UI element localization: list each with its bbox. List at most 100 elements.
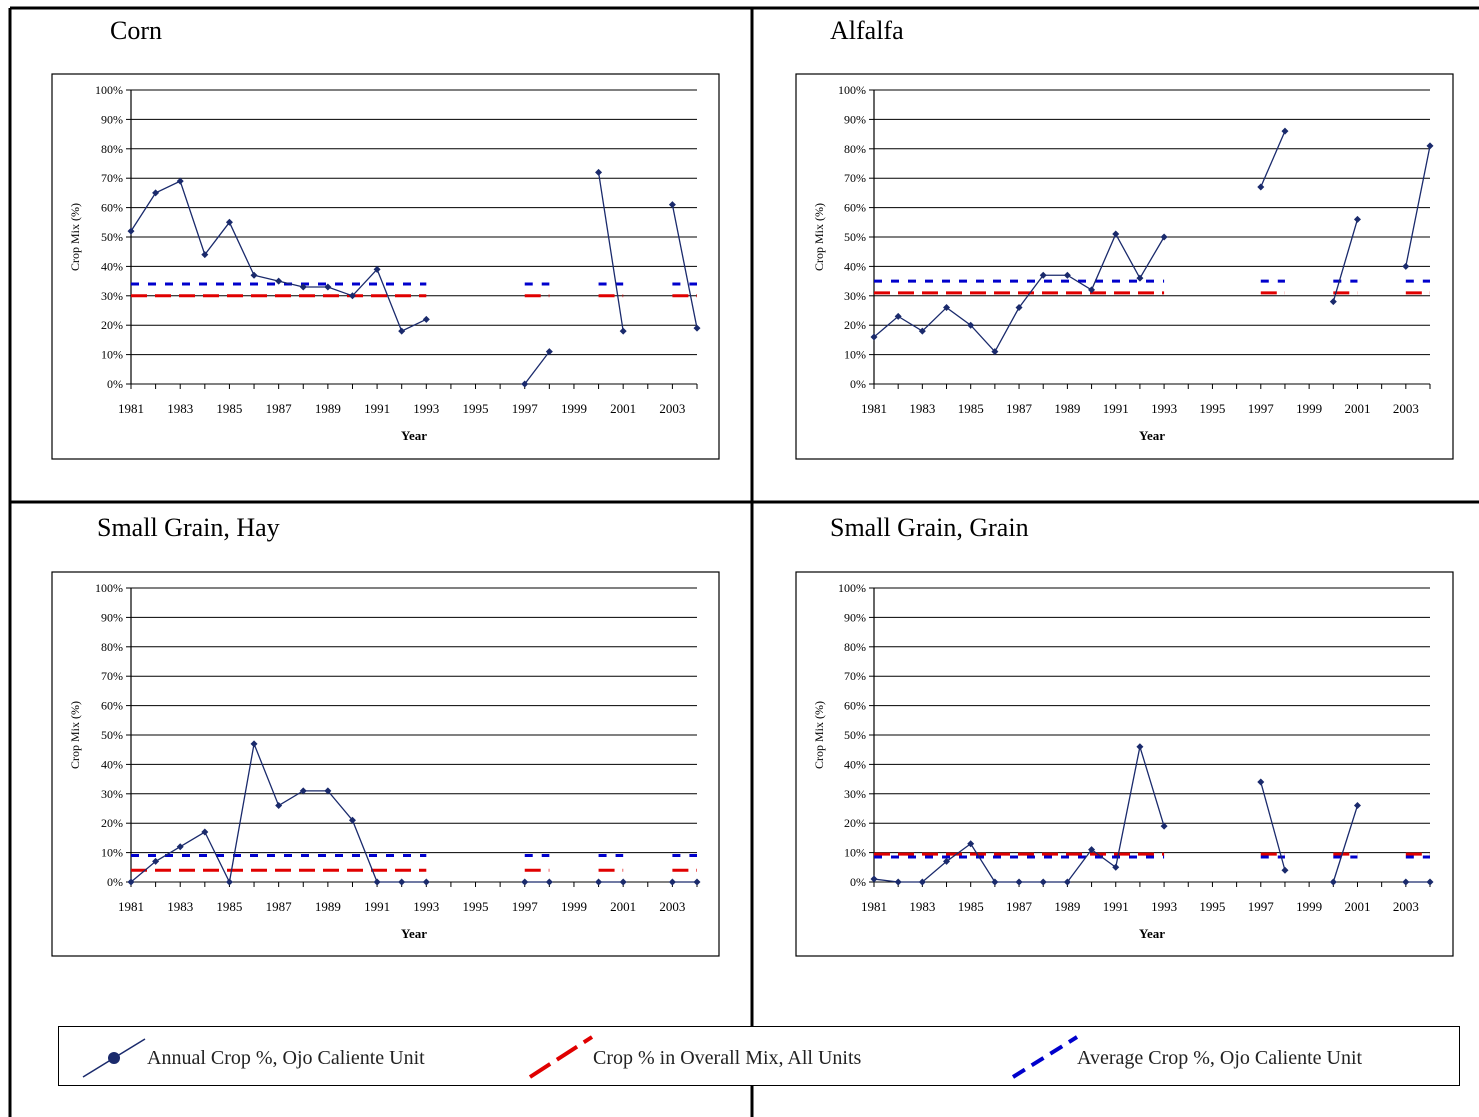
annual-data-point [991, 878, 999, 886]
y-tick-label: 10% [101, 846, 123, 860]
annual-data-point [1039, 271, 1047, 279]
annual-data-point [1015, 304, 1023, 312]
y-axis-label: Crop Mix (%) [812, 203, 826, 271]
annual-series-line [524, 351, 550, 385]
annual-data-point [619, 327, 627, 335]
annual-series-line [1260, 130, 1286, 188]
annual-data-point [943, 857, 951, 865]
x-tick-label: 1987 [266, 401, 293, 416]
x-tick-label: 1999 [561, 899, 587, 914]
x-tick-label: 1995 [463, 401, 489, 416]
x-tick-label: 1997 [1248, 401, 1275, 416]
x-tick-label: 1999 [1296, 401, 1322, 416]
x-axis-label: Year [401, 926, 427, 941]
annual-data-point [250, 740, 258, 748]
annual-data-point [324, 283, 332, 291]
annual-data-point [918, 878, 926, 886]
annual-data-point [422, 315, 430, 323]
annual-data-point [1015, 878, 1023, 886]
annual-data-point [1353, 215, 1361, 223]
annual-data-point [275, 277, 283, 285]
y-tick-label: 70% [101, 669, 123, 683]
y-tick-label: 60% [101, 201, 123, 215]
x-tick-label: 1981 [861, 899, 887, 914]
annual-data-point [348, 292, 356, 300]
y-axis-label: Crop Mix (%) [68, 203, 82, 271]
annual-data-point [422, 878, 430, 886]
x-tick-label: 1983 [167, 401, 193, 416]
y-tick-label: 60% [844, 699, 866, 713]
x-tick-label: 1985 [958, 401, 984, 416]
y-tick-label: 50% [101, 230, 123, 244]
y-tick-label: 70% [844, 171, 866, 185]
x-tick-label: 1991 [1103, 899, 1129, 914]
annual-data-point [668, 878, 676, 886]
annual-data-point [348, 816, 356, 824]
annual-data-point [1136, 743, 1144, 751]
annual-data-point [595, 878, 603, 886]
annual-data-point [127, 878, 135, 886]
annual-data-point [693, 878, 701, 886]
annual-data-point [967, 321, 975, 329]
x-tick-label: 2003 [659, 401, 685, 416]
x-tick-label: 1981 [118, 401, 144, 416]
y-tick-label: 60% [101, 699, 123, 713]
x-tick-label: 1989 [1054, 899, 1080, 914]
annual-data-point [1160, 822, 1168, 830]
annual-data-point [299, 787, 307, 795]
annual-data-point [870, 333, 878, 341]
x-tick-label: 1985 [958, 899, 984, 914]
annual-data-point [201, 251, 209, 259]
x-tick-label: 1999 [1296, 899, 1322, 914]
x-tick-label: 2001 [610, 401, 636, 416]
annual-data-point [918, 327, 926, 335]
annual-series-line [671, 204, 698, 329]
x-tick-label: 1997 [512, 401, 539, 416]
annual-data-point [1136, 274, 1144, 282]
y-tick-label: 30% [101, 787, 123, 801]
x-axis-label: Year [1139, 428, 1165, 443]
y-tick-label: 70% [101, 171, 123, 185]
annual-data-point [1063, 271, 1071, 279]
annual-series-line [1405, 145, 1431, 267]
y-tick-label: 40% [101, 757, 123, 771]
annual-data-point [324, 787, 332, 795]
y-tick-label: 50% [844, 230, 866, 244]
annual-data-point [1426, 878, 1434, 886]
x-tick-label: 2003 [1393, 401, 1419, 416]
annual-data-point [668, 201, 676, 209]
y-tick-label: 0% [107, 875, 123, 889]
y-tick-label: 10% [844, 348, 866, 362]
x-tick-label: 1989 [315, 401, 341, 416]
x-tick-label: 2001 [610, 899, 636, 914]
y-tick-label: 80% [844, 142, 866, 156]
annual-data-point [1402, 262, 1410, 270]
x-tick-label: 1991 [1103, 401, 1129, 416]
annual-data-point [398, 878, 406, 886]
annual-series-line [1332, 805, 1359, 883]
y-tick-label: 100% [838, 83, 866, 97]
y-tick-label: 40% [844, 259, 866, 273]
x-tick-label: 1991 [364, 899, 390, 914]
legend-symbols [82, 1035, 1079, 1079]
annual-data-point [398, 327, 406, 335]
annual-data-point [275, 802, 283, 810]
x-tick-label: 2003 [659, 899, 685, 914]
annual-data-point [152, 189, 160, 197]
annual-data-point [176, 843, 184, 851]
x-tick-label: 1985 [216, 899, 242, 914]
x-tick-label: 1995 [1199, 899, 1225, 914]
y-tick-label: 0% [850, 875, 866, 889]
y-tick-label: 100% [95, 83, 123, 97]
x-tick-label: 2003 [1393, 899, 1419, 914]
y-tick-label: 20% [101, 816, 123, 830]
annual-data-point [1088, 846, 1096, 854]
chart-alfalfa: 0% 10% 20% 30% 40% 50% 60% 70% 80% 90% 100% 1981 198… [795, 73, 1454, 460]
y-tick-label: 20% [101, 318, 123, 332]
annual-data-point [299, 283, 307, 291]
x-tick-label: 1981 [118, 899, 144, 914]
legend-average-dash-icon [1011, 1035, 1079, 1079]
annual-data-point [943, 304, 951, 312]
panel-title-corn: Corn [110, 16, 162, 45]
